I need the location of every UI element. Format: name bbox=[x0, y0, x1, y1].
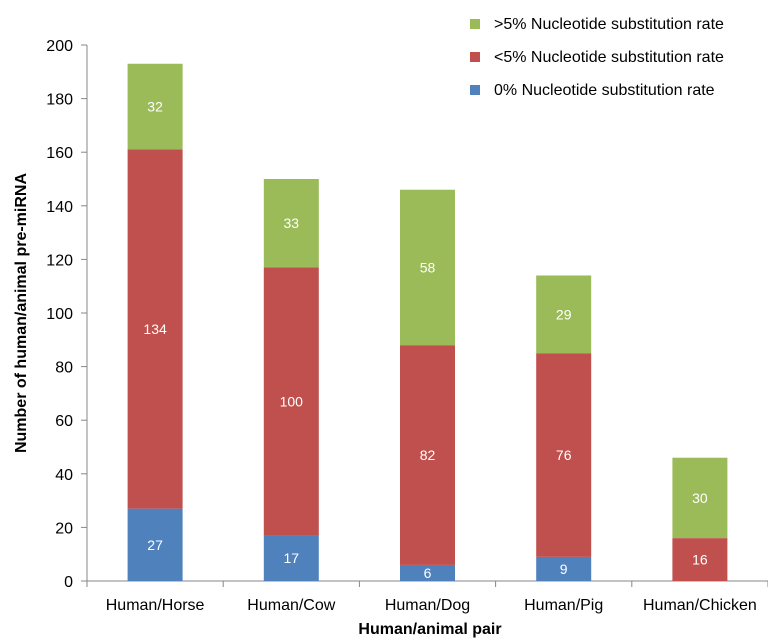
bar-segment bbox=[400, 345, 455, 565]
y-tick-label: 160 bbox=[46, 145, 73, 162]
bar-segment bbox=[536, 556, 592, 581]
x-category-label: Human/Dog bbox=[385, 597, 470, 614]
x-category-label: Human/Horse bbox=[106, 597, 205, 614]
bar-segment bbox=[127, 63, 183, 150]
data-label: 16 bbox=[692, 552, 708, 568]
x-axis-title: Human/animal pair bbox=[358, 621, 501, 638]
bar-segment bbox=[672, 538, 728, 581]
bar-segment bbox=[672, 457, 728, 539]
bars bbox=[127, 63, 728, 581]
legend-swatch bbox=[470, 52, 480, 62]
y-axis-title: Number of human/animal pre-miRNA bbox=[13, 173, 30, 453]
bar-segment bbox=[127, 508, 183, 581]
bar-segment bbox=[263, 267, 319, 536]
legend-swatch bbox=[470, 19, 480, 29]
bar-segment bbox=[400, 189, 455, 346]
bar-segment bbox=[263, 535, 319, 581]
bar-segment bbox=[127, 149, 183, 509]
bar-segment bbox=[400, 564, 455, 581]
legend-swatch bbox=[470, 85, 480, 95]
bar-segment bbox=[536, 275, 592, 354]
x-category-label: Human/Pig bbox=[524, 597, 603, 614]
x-category-label: Human/Cow bbox=[247, 597, 335, 614]
data-label: 29 bbox=[556, 306, 572, 322]
data-label: 30 bbox=[692, 490, 708, 506]
y-tick-label: 200 bbox=[46, 38, 73, 55]
data-label: 6 bbox=[424, 565, 432, 581]
y-tick-label: 100 bbox=[46, 306, 73, 323]
legend: >5% Nucleotide substitution rate <5% Nucl… bbox=[470, 16, 724, 99]
data-label: 100 bbox=[280, 393, 304, 409]
bar-segment bbox=[536, 353, 592, 557]
y-tick-label: 60 bbox=[55, 413, 73, 430]
y-tick-label: 80 bbox=[55, 360, 73, 377]
y-tick-label: 20 bbox=[55, 520, 73, 537]
y-tick-label: 140 bbox=[46, 199, 73, 216]
bar-segment bbox=[263, 179, 319, 268]
legend-label: <5% Nucleotide substitution rate bbox=[494, 49, 724, 66]
data-label: 9 bbox=[560, 561, 568, 577]
y-tick-label: 0 bbox=[64, 574, 73, 591]
x-category-label: Human/Chicken bbox=[643, 597, 757, 614]
data-label: 76 bbox=[556, 447, 572, 463]
data-label: 58 bbox=[420, 259, 436, 275]
y-tick-label: 120 bbox=[46, 252, 73, 269]
y-tick-label: 180 bbox=[46, 92, 73, 109]
data-label: 134 bbox=[143, 321, 167, 337]
x-axis: Human/Horse Human/Cow Human/Dog Human/Pig Hu… bbox=[86, 580, 768, 614]
data-label: 27 bbox=[147, 537, 163, 553]
y-axis: 0 20 40 60 80 100 120 140 160 180 200 bbox=[46, 38, 88, 591]
data-label: 32 bbox=[147, 99, 163, 115]
data-labels: 27 134 32 17 100 33 6 82 58 9 76 29 16 30 bbox=[143, 99, 707, 581]
data-label: 33 bbox=[284, 215, 300, 231]
legend-label: 0% Nucleotide substitution rate bbox=[494, 82, 715, 99]
data-label: 82 bbox=[420, 447, 436, 463]
legend-label: >5% Nucleotide substitution rate bbox=[494, 16, 724, 33]
data-label: 17 bbox=[284, 550, 300, 566]
y-tick-label: 40 bbox=[55, 467, 73, 484]
